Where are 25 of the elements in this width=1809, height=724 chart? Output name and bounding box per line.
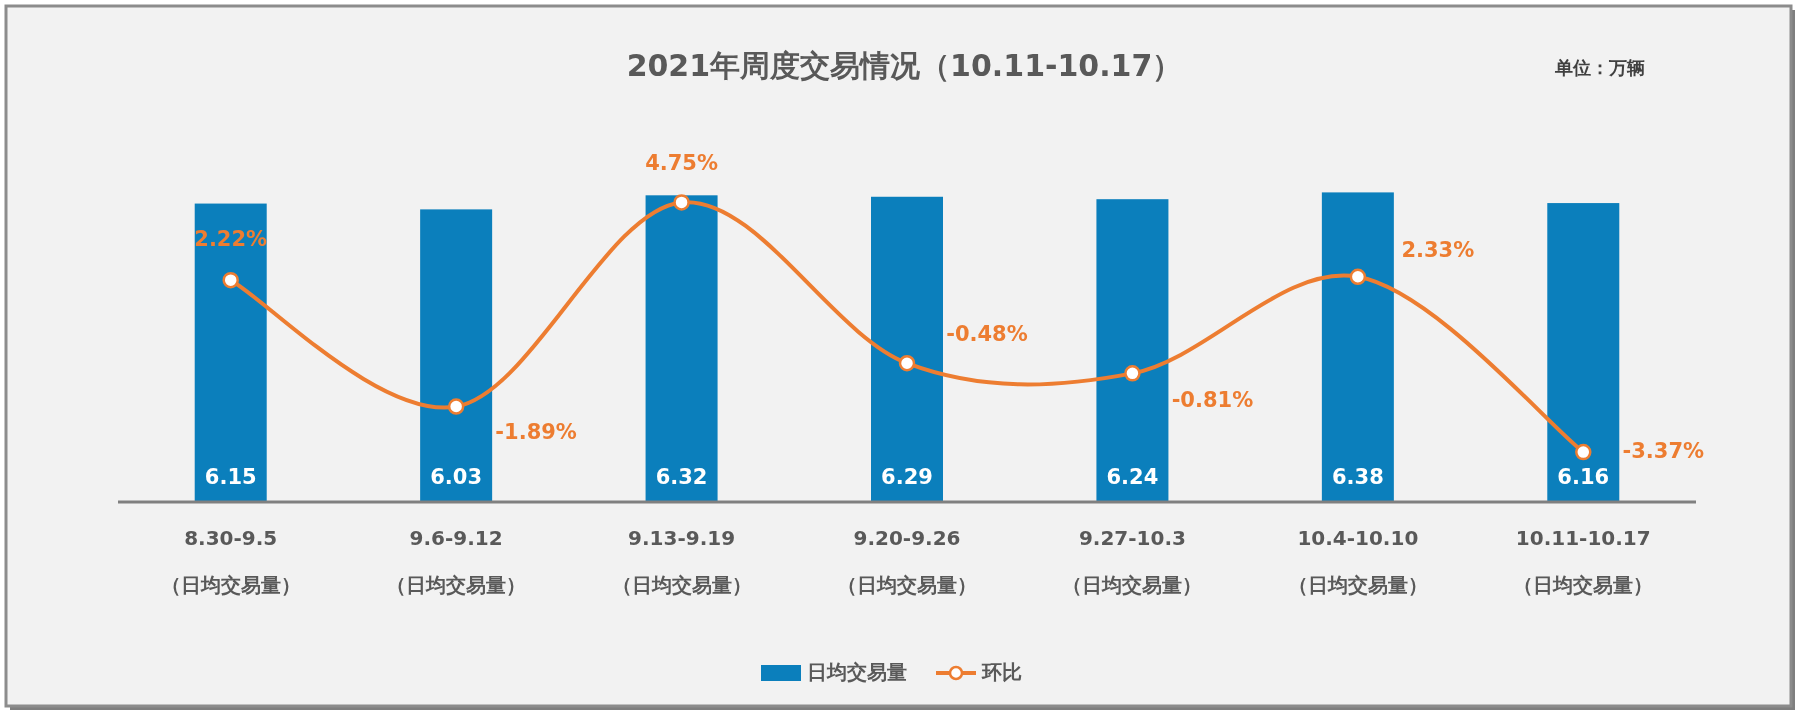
data-label: -1.89% [495, 419, 577, 444]
x-tick-label: 9.6-9.12 （日均交易量） [386, 525, 527, 597]
data-label: 4.75% [645, 151, 718, 176]
data-label: -0.48% [946, 322, 1028, 347]
x-tick-label: 9.27-10.3 （日均交易量） [1062, 525, 1203, 597]
x-tick-label: 9.13-9.19 （日均交易量） [611, 525, 752, 597]
x-tick-label: 10.4-10.10 （日均交易量） [1287, 525, 1428, 597]
data-label: 2.22% [194, 227, 268, 252]
chart-title: 2021年周度交易情况（10.11-10.17） [626, 47, 1183, 83]
data-label: -0.81% [1171, 388, 1254, 413]
x-tick-label: 10.11-10.17 （日均交易量） [1513, 525, 1654, 597]
x-tick-label: 8.30-9.5 （日均交易量） [160, 525, 301, 597]
data-label: 6.29 [881, 465, 933, 489]
data-label: 6.03 [430, 465, 483, 489]
data-label: 6.16 [1557, 465, 1610, 489]
data-label: 6.15 [204, 465, 257, 489]
data-label: 6.24 [1106, 465, 1159, 489]
legend-label: 环比 [981, 659, 1022, 684]
legend-label: 日均交易量 [807, 659, 907, 684]
data-label: -3.37% [1622, 439, 1705, 464]
data-label: 2.33% [1401, 237, 1475, 262]
data-label: 6.32 [655, 465, 708, 489]
text: 单位：万辆 [1554, 57, 1645, 78]
x-tick-label: 9.20-9.26 （日均交易量） [837, 525, 977, 597]
data-label: 6.38 [1331, 465, 1384, 489]
